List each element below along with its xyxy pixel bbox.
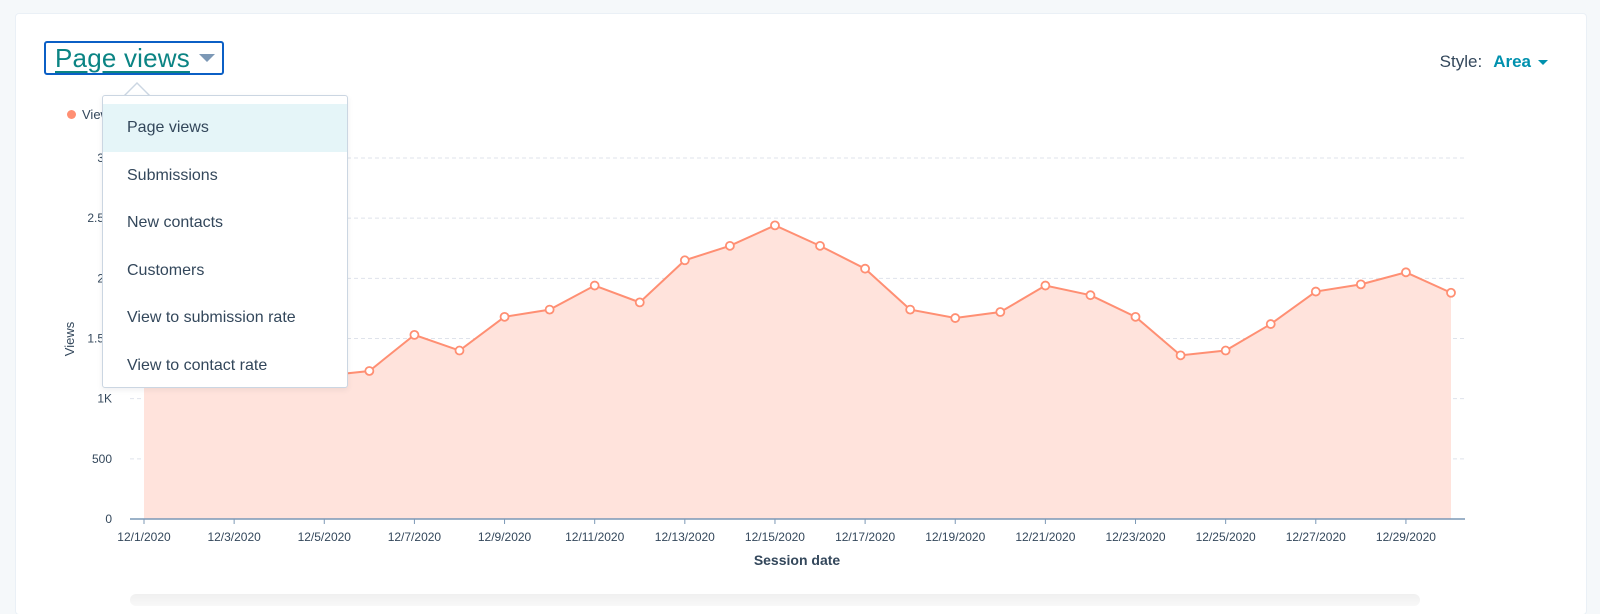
style-control: Style: Area [1440, 52, 1548, 72]
caret-down-icon[interactable] [1538, 59, 1548, 65]
x-tick-label: 12/21/2020 [1015, 530, 1075, 544]
metric-dropdown-label: Page views [55, 42, 190, 73]
metric-dropdown-menu: Page views Submissions New contacts Cust… [102, 95, 348, 388]
data-point[interactable] [995, 307, 1006, 317]
style-label: Style: [1439, 52, 1483, 71]
menu-item-new-contacts[interactable]: New contacts [127, 214, 224, 231]
data-point[interactable] [724, 240, 735, 251]
data-point[interactable] [1130, 311, 1141, 322]
x-tick-label: 12/3/2020 [207, 530, 261, 544]
data-point[interactable] [409, 329, 420, 340]
data-point[interactable] [770, 220, 780, 231]
menu-item-submissions[interactable]: Submissions [127, 166, 218, 184]
data-point[interactable] [1446, 287, 1456, 298]
data-point[interactable] [679, 255, 690, 266]
data-point[interactable] [1040, 280, 1051, 291]
x-tick-label: 12/13/2020 [655, 530, 715, 544]
data-point[interactable] [1355, 279, 1366, 290]
y-tick-label: 1K [97, 392, 112, 406]
style-dropdown-button[interactable]: Area [1493, 52, 1531, 71]
data-point[interactable] [1175, 350, 1186, 361]
data-point[interactable] [499, 311, 510, 322]
x-tick-label: 12/29/2020 [1376, 530, 1436, 544]
data-points[interactable] [139, 220, 1456, 386]
data-point[interactable] [589, 280, 600, 291]
x-axis-label: Session date [754, 552, 841, 568]
data-point[interactable] [544, 304, 555, 315]
area-fill [144, 225, 1451, 520]
series-area [143, 224, 1452, 520]
y-tick-label: 0 [105, 512, 112, 526]
data-point[interactable] [1401, 267, 1411, 278]
data-point[interactable] [634, 297, 645, 308]
data-point[interactable] [860, 263, 871, 274]
series-line [143, 224, 1452, 382]
x-tick-label: 12/9/2020 [478, 530, 532, 544]
y-tick-label: 500 [92, 452, 112, 466]
x-tick-label: 12/11/2020 [565, 530, 624, 544]
data-point[interactable] [815, 240, 825, 251]
menu-item-view-to-contact-rate[interactable]: View to contact rate [127, 356, 268, 374]
legend-swatch [67, 110, 76, 119]
x-tick-label: 12/19/2020 [925, 530, 985, 544]
x-tick-label: 12/27/2020 [1286, 530, 1346, 544]
card-shadow [130, 594, 1420, 606]
menu-pointer-inner [124, 84, 150, 97]
data-point[interactable] [1310, 286, 1321, 297]
x-tick-label: 12/7/2020 [388, 530, 442, 544]
data-point[interactable] [454, 345, 465, 356]
data-point[interactable] [1265, 319, 1276, 329]
metric-dropdown-button[interactable]: Page views [44, 41, 224, 75]
x-tick-label: 12/1/2020 [117, 530, 171, 544]
caret-down-icon [198, 54, 215, 62]
menu-item-customers[interactable]: Customers [127, 261, 205, 279]
x-tick-label: 12/15/2020 [745, 530, 805, 544]
x-tick-label: 12/23/2020 [1105, 530, 1165, 544]
data-point[interactable] [950, 313, 961, 323]
y-axis-label: Views [62, 321, 77, 356]
data-point[interactable] [1220, 345, 1231, 356]
data-point[interactable] [905, 304, 916, 315]
menu-item-page-views[interactable]: Page views [103, 104, 347, 152]
data-point[interactable] [364, 366, 375, 376]
x-tick-label: 12/5/2020 [298, 530, 352, 544]
data-point[interactable] [1085, 290, 1096, 301]
menu-item-view-to-submission-rate[interactable]: View to submission rate [127, 309, 296, 326]
x-tick-label: 12/17/2020 [835, 530, 895, 544]
x-tick-label: 12/25/2020 [1196, 530, 1256, 544]
